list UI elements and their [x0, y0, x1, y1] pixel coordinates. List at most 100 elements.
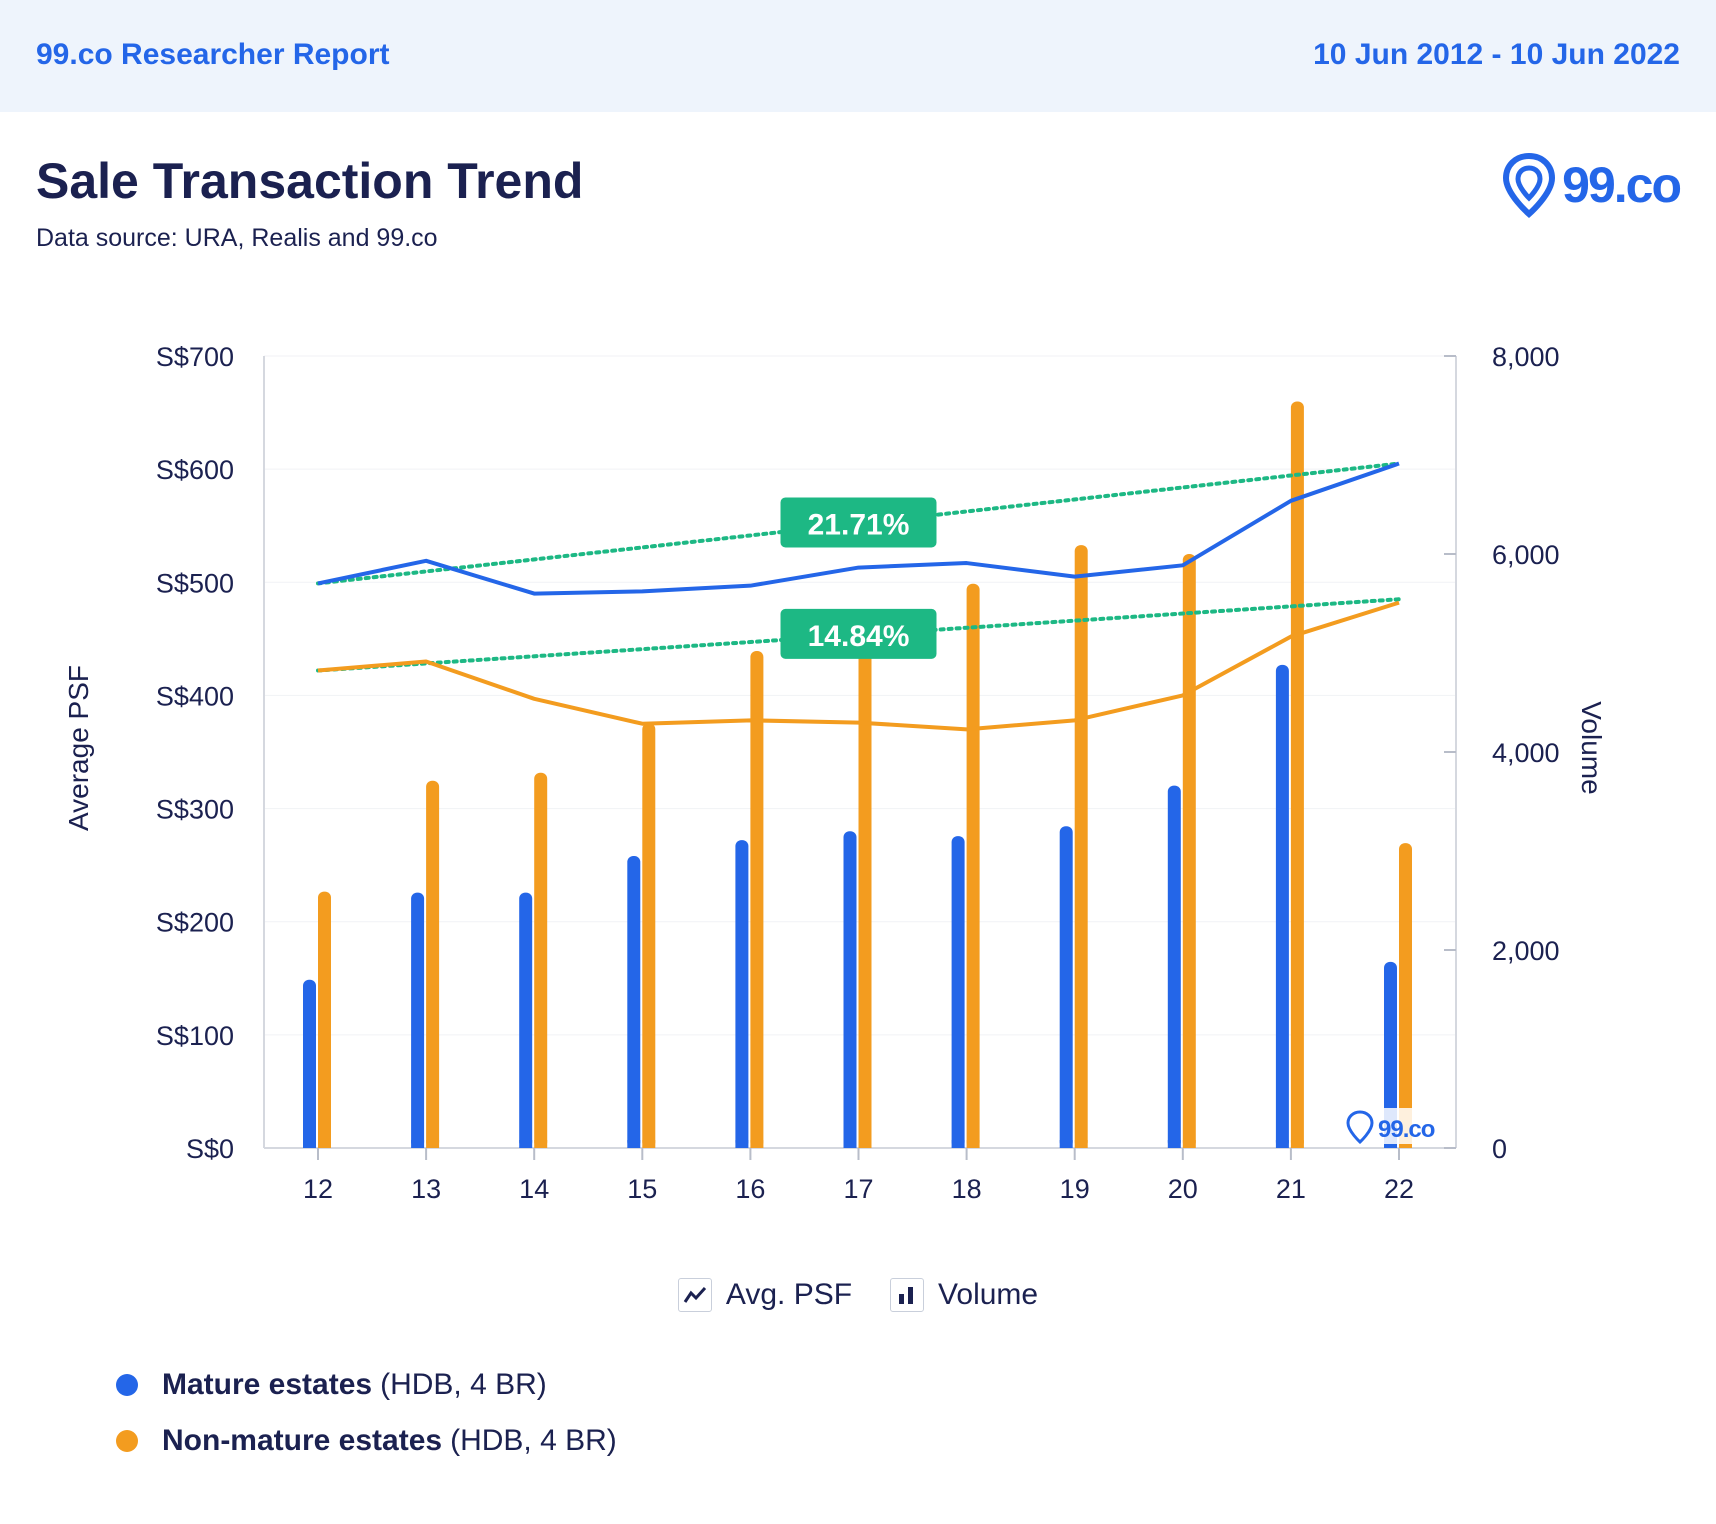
trend-label-mature: 21.71% [808, 508, 910, 541]
bar-non-mature-base [1074, 1140, 1088, 1148]
chart-type-legend: Avg. PSF Volume [0, 1278, 1716, 1312]
legend-volume-label: Volume [938, 1278, 1039, 1311]
bar-non-mature-base [1290, 1140, 1304, 1148]
logo-text: 99.co [1562, 157, 1682, 213]
trend-badge-mature [780, 497, 937, 548]
x-tick-label: 17 [843, 1174, 873, 1204]
date-range: 10 Jun 2012 - 10 Jun 2022 [1313, 38, 1680, 71]
bar-non-mature [1290, 401, 1304, 1148]
x-tick-label: 13 [411, 1174, 441, 1204]
psf-line-mature [317, 461, 1400, 596]
trendline-non-mature [316, 597, 1401, 673]
y-right-tick-label: 8,000 [1492, 342, 1560, 372]
bar-non-mature [534, 772, 548, 1148]
y-left-tick-label: S$600 [156, 455, 234, 485]
x-tick-label: 18 [952, 1174, 982, 1204]
bar-mature-base [519, 1140, 533, 1148]
x-tick-label: 14 [519, 1174, 549, 1204]
bar-mature-base [411, 1140, 425, 1148]
bar-mature-base [1059, 1140, 1073, 1148]
sale-transaction-chart: S$0 S$100 S$200 S$300 S$400 S$500 S$600 S$700 0 2… [63, 342, 1607, 1204]
trend-badge-non-mature [780, 608, 937, 659]
bar-non-mature [750, 651, 764, 1148]
y-left-tick-label: S$100 [156, 1021, 234, 1051]
bar-non-mature-base [642, 1140, 656, 1148]
y-left-tick-label: S$0 [186, 1134, 234, 1164]
y-left-tick-label: S$200 [156, 908, 234, 938]
brand-logo: 99.co [1502, 150, 1682, 220]
data-source: Data source: URA, Realis and 99.co [36, 224, 438, 252]
y-right-tick-label: 0 [1492, 1134, 1507, 1164]
bar-chart-icon [890, 1278, 925, 1312]
x-tick-label: 21 [1276, 1174, 1306, 1204]
watermark-pin-icon [1346, 1110, 1374, 1145]
mature-dot [116, 1374, 138, 1396]
x-tick-label: 12 [303, 1174, 333, 1204]
bar-mature [303, 979, 316, 1148]
line-chart-icon [677, 1278, 712, 1312]
y-left-tick-label: S$300 [156, 795, 234, 825]
location-pin-icon [1503, 152, 1556, 218]
legend-mature-name: Mature estates [162, 1368, 373, 1401]
legend-volume: Volume [890, 1278, 1038, 1312]
bar-mature-base [627, 1140, 641, 1148]
bar-mature [843, 831, 857, 1148]
bar-non-mature-base [426, 1140, 440, 1148]
x-tick-label: 16 [735, 1174, 765, 1204]
bar-mature [627, 855, 641, 1148]
bar-non-mature [1074, 545, 1088, 1148]
bar-non-mature [858, 651, 872, 1148]
legend-non-mature-name: Non-mature estates [162, 1424, 443, 1457]
x-tick-label: 19 [1060, 1174, 1090, 1204]
bar-mature-base [303, 1140, 316, 1148]
bar-mature [951, 836, 965, 1148]
bar-mature-base [843, 1140, 857, 1148]
bar-non-mature [966, 583, 980, 1148]
y-right-axis-title: Volume [1576, 701, 1607, 794]
psf-line-non-mature [317, 600, 1400, 732]
legend-non-mature: Non-mature estates (HDB, 4 BR) [116, 1424, 617, 1458]
bar-non-mature [426, 780, 440, 1148]
bar-non-mature-base [966, 1140, 980, 1148]
bar-mature [411, 892, 425, 1148]
bar-mature [519, 892, 533, 1148]
legend-avg-psf: Avg. PSF [677, 1278, 853, 1312]
bar-non-mature [642, 723, 656, 1148]
legend-mature: Mature estates (HDB, 4 BR) [116, 1368, 547, 1402]
bar-mature [1275, 664, 1289, 1148]
bar-mature [735, 840, 749, 1148]
x-tick-label: 20 [1168, 1174, 1198, 1204]
bar-mature [1384, 961, 1397, 1148]
bar-non-mature-base [534, 1140, 548, 1148]
page-title: Sale Transaction Trend [36, 153, 584, 209]
bar-non-mature-base [318, 1140, 331, 1148]
bar-mature-base [1167, 1140, 1181, 1148]
bar-non-mature-base [750, 1140, 764, 1148]
y-left-tick-label: S$500 [156, 568, 234, 598]
bar-non-mature [1182, 554, 1196, 1148]
y-right-tick-label: 4,000 [1492, 738, 1560, 768]
x-tick-label: 15 [627, 1174, 657, 1204]
y-right-tick-label: 6,000 [1492, 540, 1560, 570]
legend-avg-psf-label: Avg. PSF [725, 1278, 853, 1311]
y-left-tick-label: S$400 [156, 681, 234, 711]
bar-mature-base [951, 1140, 965, 1148]
bar-non-mature-base [1182, 1140, 1196, 1148]
bar-mature-base [1275, 1140, 1289, 1148]
watermark-text: 99.co [1378, 1116, 1435, 1143]
x-tick-label: 22 [1384, 1174, 1414, 1204]
legend-mature-qualifier: (HDB, 4 BR) [380, 1368, 547, 1401]
bar-non-mature-base [858, 1140, 872, 1148]
y-left-axis-title: Average PSF [63, 665, 94, 831]
bar-non-mature [1399, 843, 1412, 1148]
y-right-tick-label: 2,000 [1492, 936, 1560, 966]
report-header: 99.co Researcher Report 10 Jun 2012 - 10… [0, 0, 1716, 112]
bar-mature [1167, 785, 1181, 1148]
y-left-tick-label: S$700 [156, 342, 234, 372]
legend-non-mature-qualifier: (HDB, 4 BR) [450, 1424, 617, 1457]
report-brand: 99.co Researcher Report [36, 38, 390, 71]
non-mature-dot [116, 1430, 138, 1452]
bar-mature [1059, 826, 1073, 1148]
bar-non-mature [318, 891, 331, 1148]
bar-mature-base [735, 1140, 749, 1148]
